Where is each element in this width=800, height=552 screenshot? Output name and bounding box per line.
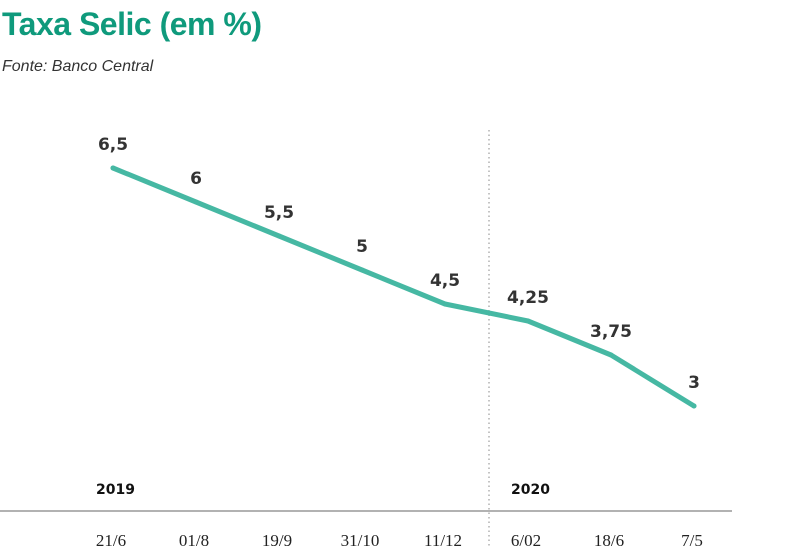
chart-source: Fonte: Banco Central bbox=[2, 58, 154, 75]
data-point bbox=[608, 352, 614, 358]
data-label: 4,25 bbox=[507, 288, 549, 308]
x-tick-label: 19/9 bbox=[262, 531, 292, 550]
chart-title: Taxa Selic (em %) bbox=[2, 6, 262, 42]
data-point bbox=[110, 165, 116, 171]
data-label: 6,5 bbox=[98, 135, 128, 155]
data-point bbox=[359, 267, 365, 273]
data-point bbox=[276, 233, 282, 239]
x-tick-label: 31/10 bbox=[341, 531, 380, 550]
year-label: 2020 bbox=[511, 482, 550, 498]
data-label: 5,5 bbox=[264, 203, 294, 223]
data-point bbox=[691, 403, 697, 409]
data-point bbox=[525, 318, 531, 324]
year-label: 2019 bbox=[96, 482, 135, 498]
data-label: 3 bbox=[688, 373, 700, 393]
x-tick-label: 18/6 bbox=[594, 531, 624, 550]
x-tick-label: 01/8 bbox=[179, 531, 209, 550]
data-label: 6 bbox=[190, 169, 202, 189]
x-tick-label: 7/5 bbox=[681, 531, 703, 550]
data-point bbox=[442, 301, 448, 307]
data-label: 5 bbox=[356, 237, 368, 257]
x-tick-label: 6/02 bbox=[511, 531, 541, 550]
data-label: 4,5 bbox=[430, 271, 460, 291]
data-point bbox=[193, 199, 199, 205]
series-line-selic bbox=[110, 165, 697, 409]
data-label: 3,75 bbox=[590, 322, 632, 342]
x-tick-label: 21/6 bbox=[96, 531, 126, 550]
x-tick-label: 11/12 bbox=[424, 531, 462, 550]
